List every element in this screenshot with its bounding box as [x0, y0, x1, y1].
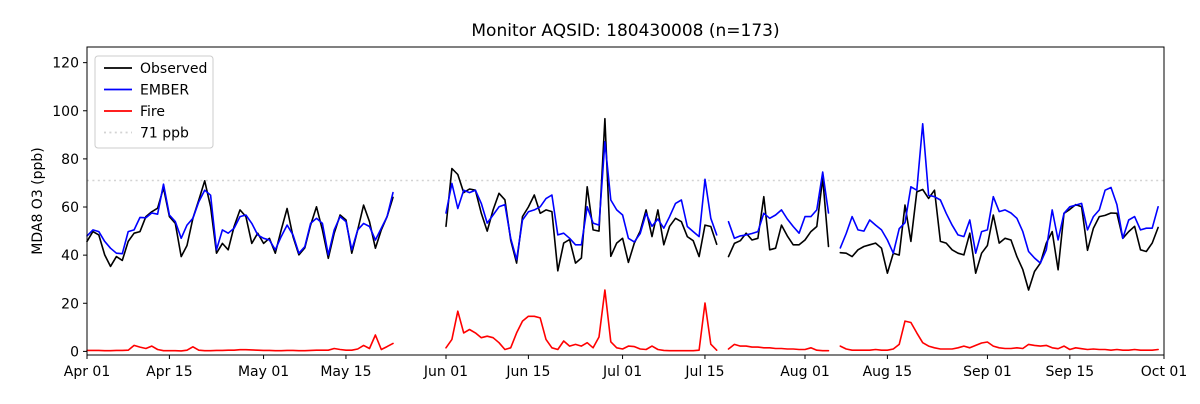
series-fire-line	[86, 289, 1159, 352]
x-tick-label: Jun 01	[423, 364, 468, 380]
y-tick-label: 40	[61, 248, 79, 264]
x-tick-label: Aug 15	[863, 364, 913, 380]
x-tick-label: Jul 15	[684, 364, 724, 380]
chart-title: Monitor AQSID: 180430008 (n=173)	[471, 21, 779, 41]
legend-entry-label: EMBER	[140, 83, 189, 99]
y-axis-label: MDA8 O3 (ppb)	[30, 147, 46, 255]
y-tick-label: 60	[61, 200, 79, 216]
x-tick-label: May 15	[320, 364, 371, 380]
legend-entry-ember: EMBER	[104, 83, 189, 99]
legend-entry-label: Observed	[140, 61, 207, 77]
y-tick-label: 80	[61, 152, 79, 168]
legend-entry-fire: Fire	[104, 104, 165, 120]
x-tick-label: Sep 15	[1046, 364, 1095, 380]
series-ember-line	[86, 123, 1159, 264]
y-tick-label: 0	[70, 344, 79, 360]
legend: Observed EMBER Fire 71 ppb	[94, 55, 214, 149]
y-tick-label: 100	[52, 104, 79, 120]
legend-entry-label: Fire	[140, 104, 165, 120]
plot-area: Apr 01 Apr 15 May 01 May 15 Jun 01 Jun 15 Jul …	[52, 46, 1187, 380]
x-tick-label: Jul 01	[602, 364, 642, 380]
y-tick-label: 120	[52, 56, 79, 72]
legend-box	[94, 55, 214, 149]
plot-border	[86, 46, 1165, 356]
x-tick-label: Jun 15	[505, 364, 550, 380]
legend-entry-observed: Observed	[104, 61, 207, 77]
legend-entry-71-ppb: 71 ppb	[104, 126, 189, 142]
y-tick-label: 20	[61, 296, 79, 312]
x-tick-label: Oct 01	[1141, 364, 1187, 380]
x-tick-label: Apr 01	[64, 364, 110, 380]
x-tick-label: May 01	[238, 364, 289, 380]
series-observed-line	[86, 117, 1159, 291]
x-tick-label: Aug 01	[780, 364, 830, 380]
x-tick-label: Sep 01	[963, 364, 1012, 380]
x-tick-label: Apr 15	[146, 364, 192, 380]
legend-entry-label: 71 ppb	[140, 126, 189, 142]
